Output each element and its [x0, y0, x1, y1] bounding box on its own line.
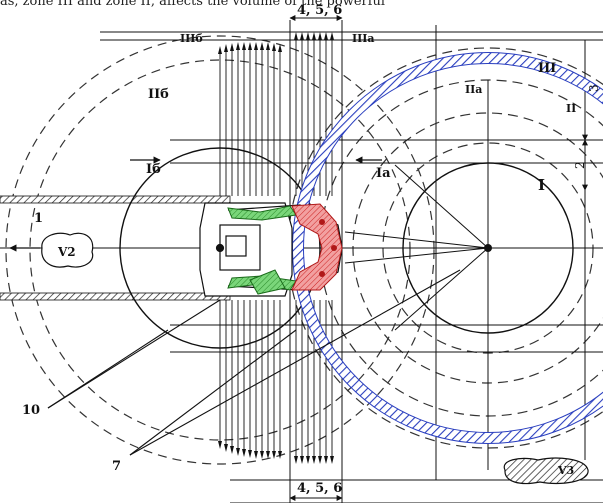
label-v2: V2 [57, 245, 76, 259]
v3-blob [503, 457, 589, 485]
dashed-circle-IIb-outer [5, 35, 435, 465]
label-num-7: 7 [112, 459, 121, 474]
label-zone-IIIa: IIIа [352, 32, 375, 45]
label-dim-2: 2 [573, 161, 587, 169]
label-zone-Ia: Iа [376, 166, 391, 181]
label-zone-I6: Iб [146, 162, 161, 177]
green-boom [227, 205, 297, 295]
circle-Ib [119, 147, 321, 349]
v2-blob [41, 232, 94, 268]
center-point-right [484, 244, 492, 252]
label-zone-III6: IIIб [180, 32, 203, 45]
label-zone-II: II [566, 102, 576, 115]
label-zone-IIa: IIа [465, 83, 482, 96]
zone-circles-left [5, 35, 435, 465]
arrow-field-left [219, 46, 281, 455]
dimension-arrows [9, 156, 382, 252]
red-cutter [291, 203, 343, 291]
label-dim-bottom: 4, 5, 6 [297, 481, 342, 496]
arrow-heads-center [294, 32, 334, 464]
leader-lines [47, 269, 461, 456]
label-num-10: 10 [22, 403, 40, 418]
label-zone-II6: IIб [148, 87, 169, 102]
radial-lines [344, 164, 489, 331]
arrow-heads-left [218, 42, 282, 459]
label-v3: V3 [557, 464, 574, 477]
page-caption: as, zone III and zone II, affects the vo… [0, 0, 386, 8]
label-dim-3: 3 [587, 84, 601, 92]
label-dim-top: 4, 5, 6 [297, 3, 342, 18]
label-zone-I: I [538, 176, 545, 194]
dashed-circle-IIb-inner [29, 59, 411, 441]
label-zone-III: III [538, 61, 556, 76]
grid-lines [0, 15, 603, 503]
label-num-1: 1 [34, 211, 43, 226]
